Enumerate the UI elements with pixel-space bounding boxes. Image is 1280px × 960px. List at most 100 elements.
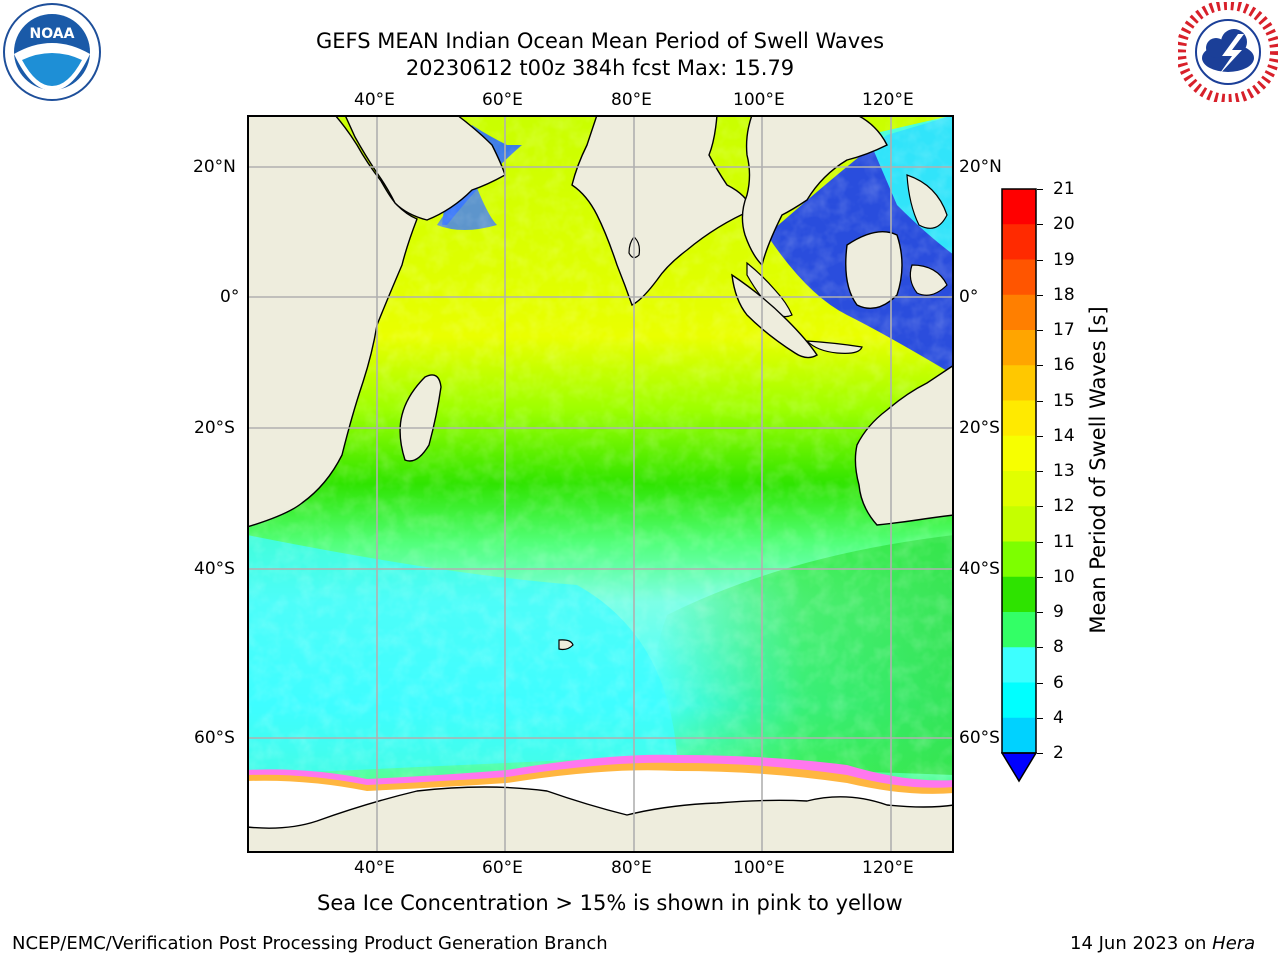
- colorbar-band-7: [1002, 400, 1036, 437]
- map-frame: [247, 115, 954, 853]
- colorbar-extend-triangle: [1001, 752, 1037, 783]
- colorbar-tick-mark: [1037, 541, 1043, 543]
- lat-tick-left-3: 20°S: [194, 418, 235, 438]
- colorbar-band-6: [1002, 365, 1036, 402]
- australia-landmass: [854, 364, 954, 526]
- colorbar-tick-label: 16: [1053, 355, 1075, 376]
- colorbar-band-13: [1002, 612, 1036, 648]
- colorbar-tick-mark: [1037, 189, 1043, 190]
- lon-tick-bottom-4: 100°E: [733, 858, 785, 878]
- colorbar-tick-mark: [1037, 224, 1043, 226]
- colorbar-tick-label: 8: [1053, 637, 1064, 658]
- colorbar-tick-label: 13: [1053, 461, 1075, 481]
- colorbar-tick-mark: [1037, 506, 1043, 508]
- sea-ice-note: Sea Ice Concentration > 15% is shown in …: [317, 891, 903, 915]
- colorbar-tick-mark: [1037, 259, 1043, 261]
- colorbar-band-10: [1002, 506, 1036, 543]
- colorbar-tick-label: 10: [1053, 566, 1075, 587]
- africa-landmass: [247, 115, 418, 528]
- lat-tick-right-1: 20°N: [959, 157, 1002, 177]
- lat-tick-left-1: 20°N: [193, 157, 236, 177]
- lon-tick-bottom-1: 40°E: [354, 858, 395, 878]
- colorbar-band-8: [1002, 435, 1036, 472]
- colorbar-band-14: [1002, 647, 1036, 684]
- colorbar-tick-label: 19: [1053, 249, 1075, 270]
- colorbar-label: Mean Period of Swell Waves [s]: [1086, 306, 1110, 634]
- colorbar: [1001, 188, 1037, 783]
- colorbar-tick-label: 11: [1053, 531, 1075, 552]
- lon-tick-top-5: 120°E: [862, 90, 914, 110]
- colorbar-tick-label: 6: [1053, 672, 1064, 693]
- lat-tick-right-5: 60°S: [959, 728, 1000, 748]
- nws-logo: [1176, 0, 1280, 104]
- colorbar-tick-label: 20: [1053, 214, 1075, 235]
- colorbar-tick-mark: [1037, 330, 1043, 331]
- lat-tick-right-2: 0°: [959, 287, 979, 307]
- colorbar-tick-mark: [1037, 576, 1043, 578]
- colorbar-band-16: [1002, 717, 1036, 754]
- java-landmass: [805, 340, 863, 354]
- colorbar-tick-mark: [1037, 294, 1043, 296]
- noaa-logo: NOAA: [2, 2, 102, 102]
- colorbar-band-15: [1002, 682, 1036, 719]
- colorbar-tick-mark: [1037, 753, 1043, 754]
- map-canvas: [247, 115, 954, 853]
- date-credit: 14 Jun 2023 on Hera: [1070, 933, 1255, 954]
- colorbar-tick-label: 2: [1053, 743, 1064, 763]
- colorbar-band-2: [1002, 224, 1036, 261]
- colorbar-tick-label: 17: [1053, 320, 1075, 340]
- borneo-landmass: [845, 231, 903, 309]
- date-text: 14 Jun 2023 on: [1070, 933, 1213, 954]
- lon-tick-bottom-5: 120°E: [862, 858, 914, 878]
- lon-tick-bottom-2: 60°E: [482, 858, 523, 878]
- kerguelen-island: [558, 639, 574, 651]
- lon-tick-top-2: 60°E: [482, 90, 523, 110]
- sumatra-landmass: [731, 273, 818, 359]
- colorbar-tick-mark: [1037, 365, 1043, 367]
- colorbar-tick-mark: [1037, 400, 1043, 402]
- colorbar-tick-mark: [1037, 647, 1043, 649]
- svg-text:NOAA: NOAA: [30, 26, 75, 42]
- lat-tick-right-4: 40°S: [959, 559, 1000, 579]
- colorbar-tick-mark: [1037, 471, 1043, 472]
- colorbar-frame: [1001, 188, 1037, 754]
- colorbar-tick-label: 21: [1053, 179, 1075, 199]
- indochina-landmass: [741, 115, 888, 267]
- branch-credit: NCEP/EMC/Verification Post Processing Pr…: [12, 933, 608, 954]
- map-gridlines: [247, 115, 954, 853]
- colorbar-tick-mark: [1037, 682, 1043, 684]
- lon-tick-top-3: 80°E: [611, 90, 652, 110]
- lat-tick-left-4: 40°S: [194, 559, 235, 579]
- colorbar-tick-label: 9: [1053, 602, 1064, 622]
- colorbar-band-12: [1002, 576, 1036, 613]
- india-landmass: [571, 115, 753, 306]
- colorbar-tick-mark: [1037, 612, 1043, 613]
- colorbar-tick-label: 14: [1053, 425, 1075, 446]
- colorbar-band-9: [1002, 471, 1036, 507]
- colorbar-tick-mark: [1037, 717, 1043, 719]
- lon-tick-top-1: 40°E: [354, 90, 395, 110]
- lat-tick-right-3: 20°S: [959, 418, 1000, 438]
- colorbar-band-11: [1002, 541, 1036, 578]
- colorbar-band-4: [1002, 294, 1036, 331]
- antarctica-landmass: [247, 786, 954, 853]
- map-panel: [247, 115, 954, 853]
- madagascar-landmass: [399, 374, 442, 462]
- philippines-landmass: [906, 174, 948, 229]
- colorbar-band-3: [1002, 259, 1036, 296]
- map-title-line2: 20230612 t00z 384h fcst Max: 15.79: [405, 56, 795, 80]
- colorbar-tick-label: 4: [1053, 707, 1064, 728]
- colorbar-tick-label: 15: [1053, 390, 1075, 411]
- machine-name: Hera: [1212, 933, 1256, 954]
- sulawesi-landmass: [909, 264, 948, 296]
- lat-tick-left-2: 0°: [220, 287, 240, 307]
- lon-tick-top-4: 100°E: [733, 90, 785, 110]
- lon-tick-bottom-3: 80°E: [611, 858, 652, 878]
- colorbar-band-1: [1002, 189, 1036, 225]
- colorbar-tick-mark: [1037, 435, 1043, 437]
- colorbar-tick-label: 18: [1053, 284, 1075, 305]
- map-title-line1: GEFS MEAN Indian Ocean Mean Period of Sw…: [315, 29, 885, 53]
- colorbar-tick-label: 12: [1053, 496, 1075, 517]
- colorbar-band-5: [1002, 330, 1036, 366]
- lat-tick-left-5: 60°S: [194, 728, 235, 748]
